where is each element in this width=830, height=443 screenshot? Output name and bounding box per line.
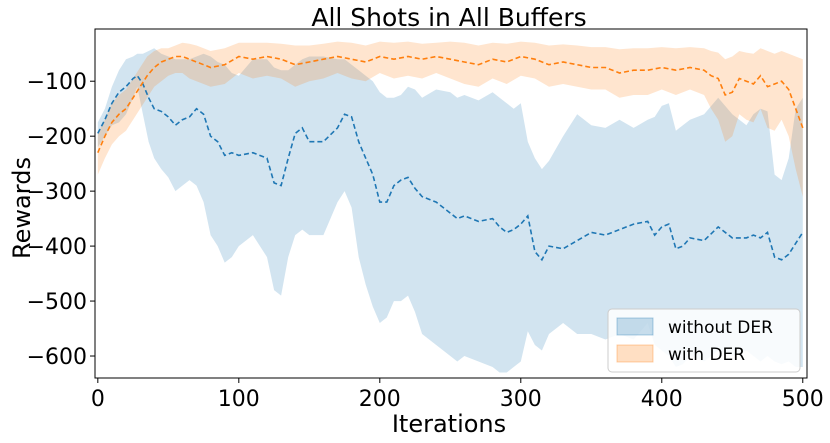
y-axis-label: Rewards: [8, 157, 36, 259]
x-tick-label-400: 400: [641, 387, 683, 412]
legend: without DER with DER: [607, 308, 801, 373]
y-tick-label--300: −300: [27, 180, 87, 205]
legend-label-with-der: with DER: [668, 345, 745, 365]
line-without-der: [97, 74, 804, 262]
legend-label-without-der: without DER: [668, 318, 773, 338]
plot-area: [97, 41, 804, 373]
x-axis-label: Iterations: [392, 410, 506, 438]
x-tick-label-100: 100: [218, 387, 260, 412]
legend-swatch-with-der: [616, 344, 654, 363]
band-with-der: [97, 41, 803, 197]
band-without-der: [97, 48, 803, 373]
chart-title: All Shots in All Buffers: [311, 3, 586, 32]
x-tick-label-0: 0: [91, 387, 105, 412]
x-tick-label-200: 200: [359, 387, 401, 412]
y-tick-label--600: −600: [27, 345, 87, 370]
y-tick-label--100: −100: [27, 70, 87, 95]
y-axis-ticks: −100 −200 −300 −400 −500 −600: [27, 70, 95, 370]
x-axis-ticks: 0 100 200 300 400 500: [91, 378, 824, 412]
legend-swatch-without-der: [616, 317, 654, 336]
x-tick-label-500: 500: [782, 387, 824, 412]
y-tick-label--200: −200: [27, 125, 87, 150]
plot-frame: [94, 28, 808, 379]
legend-box: [607, 308, 801, 373]
y-tick-label--400: −400: [27, 235, 87, 260]
x-tick-label-300: 300: [500, 387, 542, 412]
y-tick-label--500: −500: [27, 290, 87, 315]
